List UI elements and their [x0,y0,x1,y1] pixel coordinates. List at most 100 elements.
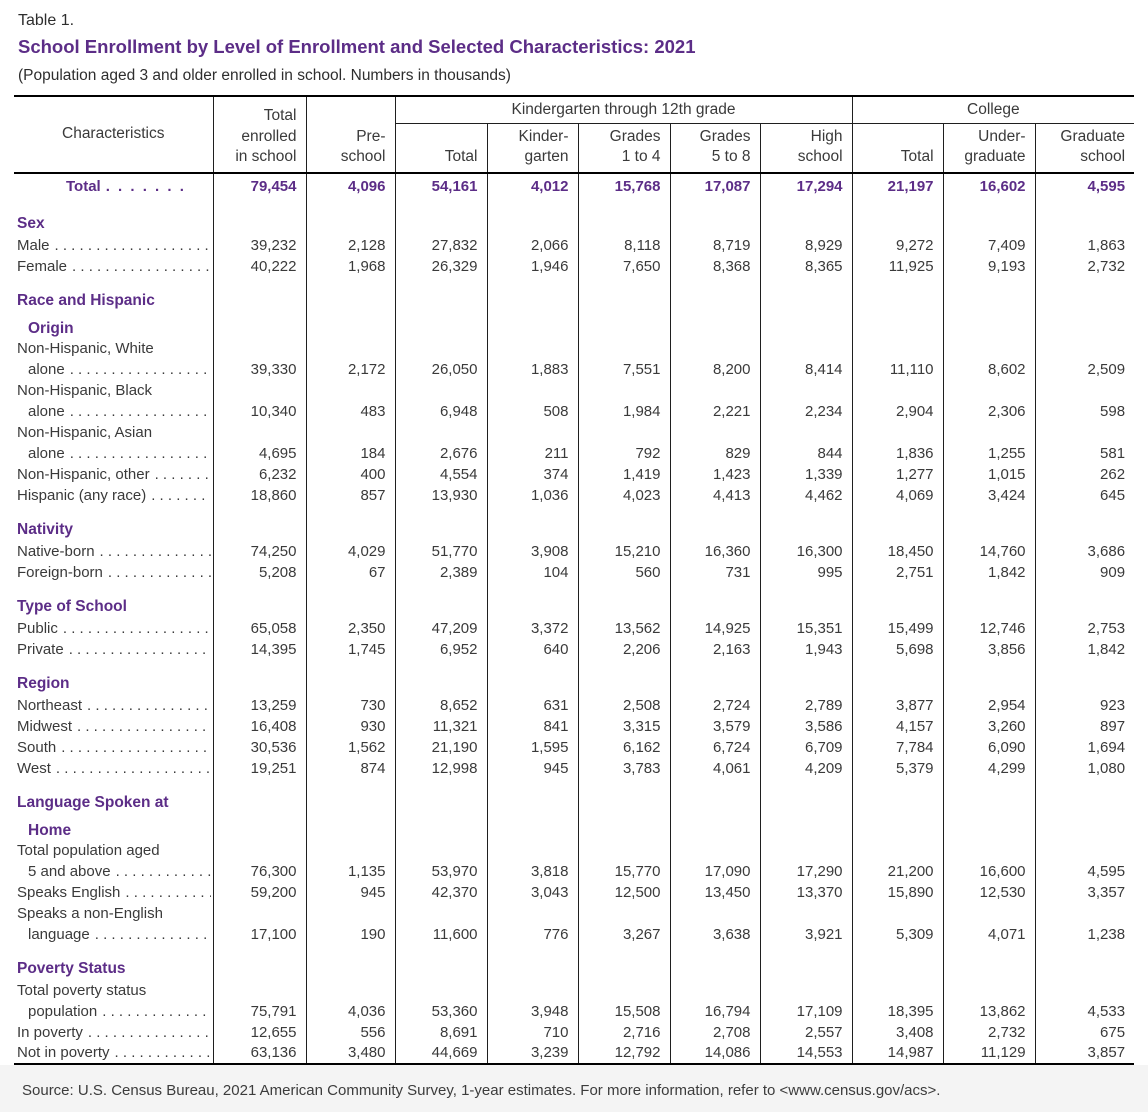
value-cell [578,379,671,401]
value-cell: 945 [306,881,396,903]
col-header-undergraduate: Under- graduate [943,123,1036,174]
row-label-cell: Public. . . . . . . . . . . . . . . . . … [14,617,214,639]
value-cell [487,659,579,674]
value-cell [487,673,579,695]
value-cell: 1,036 [487,484,579,506]
value-cell [578,276,671,291]
value-cell [213,596,307,618]
title-block: Table 1. School Enrollment by Level of E… [0,0,1148,95]
value-cell: 4,012 [487,172,579,200]
value-cell: 18,450 [852,540,944,562]
value-cell [306,944,396,959]
value-cell [395,311,488,338]
value-cell [487,596,579,618]
value-cell [670,979,761,1001]
table-row: Private. . . . . . . . . . . . . . . . .… [14,638,1134,660]
value-cell [852,902,944,924]
value-cell [578,944,671,959]
value-cell: 6,724 [670,736,761,758]
value-cell [852,199,944,214]
value-cell: 17,294 [760,172,853,200]
value-cell [306,596,396,618]
value-cell: 3,783 [578,757,671,779]
value-cell [670,290,761,312]
value-cell: 19,251 [213,757,307,779]
row-label-cell: Midwest. . . . . . . . . . . . . . . . .… [14,715,214,737]
value-cell [760,958,853,980]
value-cell: 4,157 [852,715,944,737]
value-cell [1035,200,1134,214]
row-label-cell [14,582,214,597]
table-row: Male. . . . . . . . . . . . . . . . . . … [14,234,1134,256]
value-cell [306,958,396,980]
section-heading-row: Poverty Status [14,958,1134,980]
value-cell: 4,595 [1087,862,1126,880]
col-header-grades-1-4: Grades 1 to 4 [578,123,671,174]
value-cell [670,778,761,793]
value-cell: 2,066 [487,234,579,256]
value-cell [1035,380,1134,401]
value-cell [943,813,1036,840]
table-row: Native-born. . . . . . . . . . . . . . .… [14,540,1134,562]
value-cell [670,659,761,674]
row-label-cell [14,505,214,520]
row-label: population [28,1002,98,1020]
value-cell: 4,209 [760,757,853,779]
value-cell [578,421,671,443]
value-cell: 13,370 [760,881,853,903]
value-cell [852,673,944,695]
row-label-cell: Female. . . . . . . . . . . . . . . . . … [14,255,214,277]
value-cell: 12,998 [395,757,488,779]
value-cell [487,902,579,924]
value-cell: 923 [1100,696,1126,714]
value-cell [487,582,579,597]
table-row: Foreign-born. . . . . . . . . . . . . . … [14,561,1134,583]
value-cell [852,792,944,814]
dot-leader: . . . . . . . . . . . . . . . . . . . . … [87,1023,211,1041]
value-cell: 2,753 [1087,619,1126,637]
value-cell: 3,480 [306,1042,396,1064]
dot-leader: . . . . . . . . . . . . . . . . . . . . … [114,1044,211,1062]
value-cell: 13,862 [943,1000,1036,1022]
value-cell: 4,533 [1087,1002,1126,1020]
value-cell [852,337,944,359]
value-cell: 15,351 [760,617,853,639]
dot-leader: . . . . . . . . . . . . . . . . . . . . … [61,738,210,756]
value-cell [670,379,761,401]
value-cell: 3,408 [852,1021,944,1043]
value-cell: 640 [487,638,579,660]
table-row: Non-Hispanic, Asian [14,421,1134,443]
value-cell: 675 [1100,1023,1126,1041]
value-cell: 710 [487,1021,579,1043]
value-cell: 4,554 [395,463,488,485]
value-cell: 7,784 [852,736,944,758]
row-label: In poverty [17,1023,83,1041]
value-cell: 909 [1100,563,1126,581]
value-cell: 39,330 [213,358,307,380]
section-heading: Home [28,821,72,839]
value-cell: 857 [306,484,396,506]
value-cell: 15,499 [852,617,944,639]
value-cell [395,213,488,235]
value-cell: 40,222 [213,255,307,277]
value-cell: 2,509 [1087,360,1126,378]
value-cell [213,902,307,924]
value-cell: 1,842 [1087,640,1126,658]
value-cell [306,839,396,861]
value-cell [760,979,853,1001]
value-cell [306,290,396,312]
value-cell [1035,214,1134,235]
col-header-kindergarten: Kinder- garten [487,123,579,174]
table-row: Total population aged [14,839,1134,861]
value-cell: 829 [670,442,761,464]
value-cell [487,813,579,840]
value-cell [852,979,944,1001]
value-cell [213,979,307,1001]
value-cell: 13,259 [213,694,307,716]
value-cell: 47,209 [395,617,488,639]
value-cell [943,596,1036,618]
col-header-characteristics: Characteristics [14,96,214,174]
value-cell: 1,595 [487,736,579,758]
value-cell [487,213,579,235]
value-cell [1035,814,1134,840]
